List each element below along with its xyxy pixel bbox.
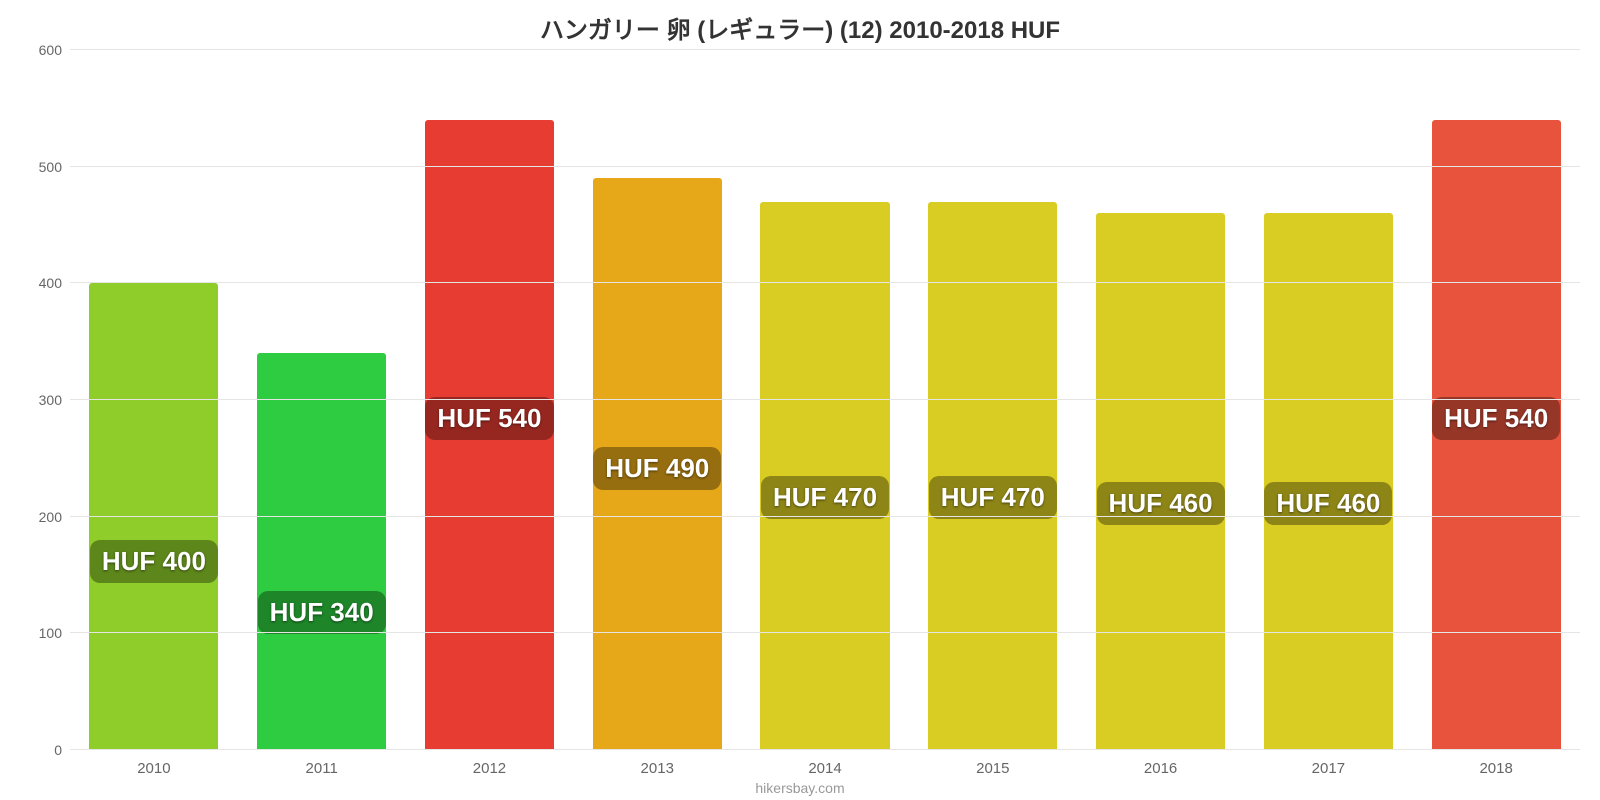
bar-slot: HUF 4702015 [909,50,1077,750]
bar-slot: HUF 4602016 [1077,50,1245,750]
gridline [70,749,1580,750]
bar: HUF 460 [1096,213,1225,750]
x-tick-label: 2015 [976,750,1009,777]
bar: HUF 470 [760,202,889,750]
x-tick-label: 2012 [473,750,506,777]
gridline [70,399,1580,400]
gridline [70,166,1580,167]
bar-slot: HUF 4702014 [741,50,909,750]
x-tick-label: 2010 [137,750,170,777]
bar-slot: HUF 4602017 [1244,50,1412,750]
y-tick-label: 400 [12,275,62,291]
bar-slot: HUF 5402012 [406,50,574,750]
bar-value-label: HUF 540 [1432,397,1560,440]
x-tick-label: 2018 [1479,750,1512,777]
bar-slot: HUF 5402018 [1412,50,1580,750]
bar: HUF 400 [89,283,218,750]
y-tick-label: 200 [12,509,62,525]
y-tick-label: 0 [12,742,62,758]
bar: HUF 460 [1264,213,1393,750]
gridline [70,632,1580,633]
y-tick-label: 300 [12,392,62,408]
bar: HUF 540 [425,120,554,750]
bar-value-label: HUF 490 [593,447,721,490]
bar-value-label: HUF 540 [425,397,553,440]
bar: HUF 470 [928,202,1057,750]
plot-area: HUF 4002010HUF 3402011HUF 5402012HUF 490… [70,50,1580,750]
x-tick-label: 2017 [1312,750,1345,777]
gridline [70,49,1580,50]
x-tick-label: 2011 [306,750,338,777]
bar-slot: HUF 4002010 [70,50,238,750]
gridline [70,516,1580,517]
bar-value-label: HUF 460 [1097,482,1225,525]
y-tick-label: 600 [12,42,62,58]
chart-title: ハンガリー 卵 (レギュラー) (12) 2010-2018 HUF [0,0,1600,45]
bar-slot: HUF 3402011 [238,50,406,750]
egg-price-chart: ハンガリー 卵 (レギュラー) (12) 2010-2018 HUF HUF 4… [0,0,1600,800]
bar: HUF 340 [257,353,386,750]
x-tick-label: 2016 [1144,750,1177,777]
bar: HUF 540 [1432,120,1561,750]
x-tick-label: 2014 [808,750,841,777]
bar-value-label: HUF 460 [1264,482,1392,525]
bar-value-label: HUF 470 [929,476,1057,519]
bar: HUF 490 [593,178,722,750]
bar-value-label: HUF 470 [761,476,889,519]
bar-slot: HUF 4902013 [573,50,741,750]
bars-container: HUF 4002010HUF 3402011HUF 5402012HUF 490… [70,50,1580,750]
x-tick-label: 2013 [641,750,674,777]
y-tick-label: 100 [12,625,62,641]
bar-value-label: HUF 400 [90,540,218,583]
bar-value-label: HUF 340 [258,591,386,634]
y-tick-label: 500 [12,159,62,175]
gridline [70,282,1580,283]
source-attribution: hikersbay.com [755,780,844,796]
